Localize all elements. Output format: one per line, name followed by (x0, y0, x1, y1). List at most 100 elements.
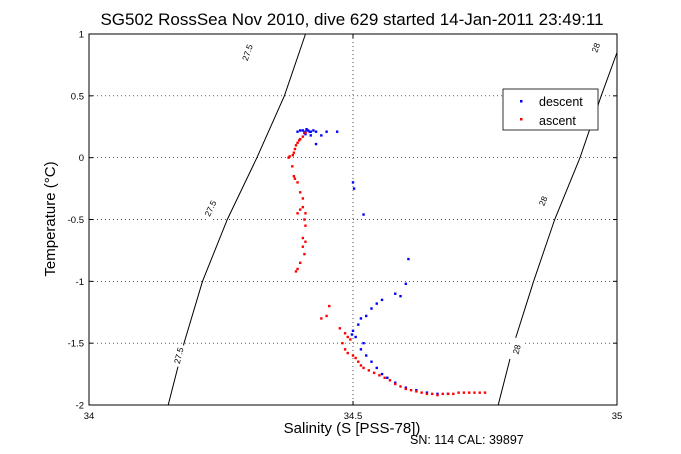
density-contour-line (167, 33, 306, 406)
data-point-ascent (367, 369, 371, 372)
y-tick-label: 0.5 (71, 91, 84, 102)
data-point-descent (304, 130, 307, 133)
data-point-descent (314, 130, 318, 133)
data-point-descent (399, 294, 402, 298)
data-point-descent (359, 317, 363, 320)
data-point-ascent (292, 175, 296, 178)
contour-label-bg (508, 337, 526, 362)
data-point-ascent (343, 348, 347, 351)
data-point-descent (301, 129, 305, 132)
data-point-ascent (328, 304, 331, 308)
data-point-descent (351, 181, 355, 184)
y-tick-label: -1 (76, 277, 84, 288)
data-point-descent (375, 366, 378, 370)
y-axis-label: Temperature (°C) (42, 161, 59, 276)
data-point-ascent (357, 360, 360, 363)
data-point-ascent (301, 197, 305, 200)
data-point-ascent (483, 391, 487, 394)
data-point-ascent (441, 392, 444, 396)
data-point-descent (436, 392, 439, 396)
data-point-ascent (372, 371, 376, 375)
data-point-descent (357, 323, 360, 326)
data-point-descent (362, 213, 365, 216)
data-point-ascent (291, 153, 295, 157)
data-point-ascent (294, 144, 298, 147)
data-point-ascent (297, 139, 301, 142)
data-point-ascent (341, 341, 344, 345)
legend-box (502, 88, 599, 131)
data-point-ascent (467, 391, 471, 394)
data-point-ascent (404, 387, 407, 391)
data-point-ascent (301, 135, 305, 138)
data-point-descent (362, 341, 365, 345)
data-point-ascent (349, 338, 352, 341)
contour-label-bg (200, 195, 221, 221)
data-point-descent (309, 130, 312, 133)
data-point-ascent (299, 191, 302, 194)
data-point-descent (380, 298, 384, 302)
contour-label-bg (586, 35, 606, 60)
data-point-ascent (299, 137, 302, 141)
data-point-descent (415, 388, 418, 392)
data-point-ascent (296, 181, 299, 184)
data-point-descent (352, 187, 356, 190)
contour-label-bg (533, 188, 553, 214)
data-point-ascent (301, 236, 305, 240)
y-tick-label: -1.5 (68, 339, 84, 350)
x-tick-label: 34.5 (344, 411, 363, 422)
legend-marker-ascent (520, 118, 523, 121)
axis-ticks: 34 34.5 35 -2 -1.5 -1 -0.5 0 0.5 1 (68, 30, 623, 423)
data-point-descent (425, 391, 429, 394)
data-point-ascent (338, 327, 341, 330)
data-point-descent (314, 142, 318, 146)
contour-label: 27.5 (172, 346, 186, 365)
data-point-ascent (304, 224, 307, 227)
data-point-ascent (293, 147, 297, 151)
data-point-ascent (304, 212, 307, 215)
data-point-ascent (296, 212, 299, 215)
data-point-ascent (409, 388, 413, 392)
data-point-ascent (346, 335, 349, 339)
x-axis-label: Salinity (S [PSS-78]) (284, 420, 421, 437)
data-point-ascent (420, 391, 423, 394)
legend-label-descent: descent (539, 95, 583, 109)
contour-label: 28 (537, 194, 550, 207)
data-point-ascent (362, 366, 365, 370)
data-point-ascent (303, 252, 306, 256)
data-point-ascent (399, 385, 402, 388)
data-point-descent (370, 307, 373, 310)
data-point-ascent (294, 270, 298, 273)
data-point-ascent (291, 165, 294, 168)
contour-label: 28 (511, 343, 523, 355)
data-point-descent (365, 354, 368, 357)
data-point-ascent (457, 391, 460, 394)
serial-cal-footer: SN: 114 CAL: 39897 (410, 433, 524, 447)
data-point-ascent (299, 208, 302, 211)
data-point-descent (404, 282, 407, 286)
data-point-ascent (378, 374, 381, 377)
data-point-descent (299, 129, 302, 132)
data-point-ascent (436, 393, 439, 397)
data-point-descent (370, 360, 373, 363)
data-point-ascent (299, 261, 302, 264)
data-point-descent (380, 372, 384, 376)
data-point-ascent (388, 379, 392, 382)
x-tick-label: 35 (612, 411, 623, 422)
data-point-ascent (301, 245, 305, 248)
data-point-descent (325, 130, 328, 133)
data-point-descent (351, 329, 355, 332)
data-point-descent (350, 333, 354, 336)
chart-title: SG502 RossSea Nov 2010, dive 629 started… (100, 10, 603, 29)
data-point-ascent (446, 392, 450, 396)
data-point-descent (365, 314, 368, 318)
y-tick-label: 0 (79, 153, 84, 164)
data-point-descent (305, 128, 308, 131)
grid-lines (89, 34, 617, 405)
data-point-ascent (296, 141, 299, 145)
data-point-ascent (394, 382, 397, 386)
data-point-descent (359, 348, 363, 351)
data-point-ascent (452, 392, 455, 396)
data-point-descent (354, 335, 357, 339)
